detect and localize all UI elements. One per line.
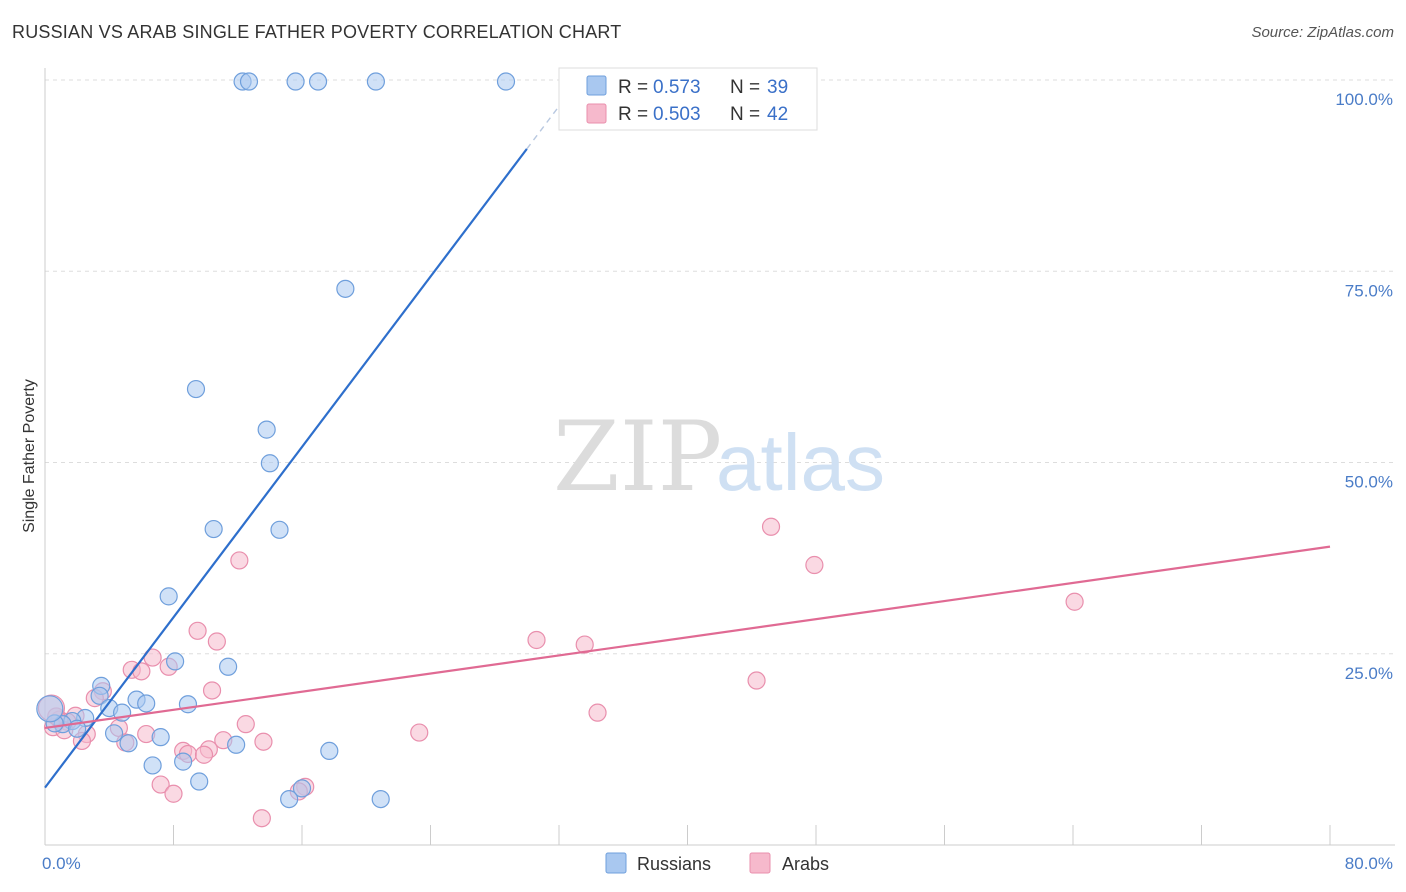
y-tick-label-25: 25.0% (1345, 664, 1393, 683)
point-arabs-34 (151, 775, 170, 794)
point-arabs-16 (588, 703, 607, 722)
point-russians-19 (178, 695, 198, 714)
point-arabs-4 (188, 621, 207, 640)
point-arabs-20 (236, 715, 255, 734)
point-russians-6 (336, 279, 355, 298)
point-russians-27 (104, 724, 124, 743)
point-russians-16 (90, 686, 109, 705)
trendline-russians (44, 148, 528, 789)
point-russians-29 (119, 734, 138, 753)
point-russians-7 (186, 379, 206, 399)
point-arabs-2 (805, 555, 824, 575)
point-arabs-32 (194, 745, 214, 764)
point-russians-37 (371, 789, 390, 809)
point-arabs-6 (207, 632, 226, 651)
bottom-legend: Russians Arabs (605, 852, 829, 874)
x-tick-label-max: 80.0% (1345, 854, 1393, 873)
point-arabs-11 (132, 662, 151, 681)
series-russians-points (36, 72, 516, 809)
watermark: ZIP atlas (553, 401, 885, 513)
watermark-atlas: atlas (716, 418, 885, 507)
point-russians-11 (270, 520, 289, 539)
point-russians-30 (227, 735, 246, 754)
point-arabs-0 (761, 517, 781, 536)
point-russians-9 (260, 454, 279, 473)
point-arabs-1 (230, 551, 249, 570)
legend: R = 0.573 N = 39 R = 0.503 N = 42 (558, 67, 818, 131)
point-russians-2 (286, 72, 305, 91)
point-russians-36 (280, 789, 299, 809)
point-arabs-5 (527, 630, 546, 650)
bottom-legend-swatch-arabs (749, 852, 771, 874)
point-russians-33 (143, 756, 162, 775)
legend-r-value-1: 0.573 (653, 77, 701, 98)
point-russians-4 (366, 72, 385, 91)
point-russians-14 (219, 657, 238, 676)
legend-n-label-2: N = (730, 104, 760, 125)
point-arabs-38 (252, 809, 271, 828)
point-arabs-35 (164, 784, 183, 803)
gridlines (45, 79, 1395, 655)
point-russians-34 (190, 772, 209, 791)
legend-r-label-2: R = (618, 104, 648, 125)
legend-n-label-1: N = (730, 77, 760, 98)
y-tick-label-100: 100.0% (1335, 90, 1393, 109)
point-russians-38 (36, 695, 64, 723)
y-axis-label: Single Father Poverty (21, 379, 38, 533)
point-russians-28 (151, 728, 170, 747)
point-arabs-22 (410, 723, 429, 742)
point-arabs-7 (575, 635, 594, 654)
point-arabs-12 (747, 671, 766, 690)
chart-title: RUSSIAN VS ARAB SINGLE FATHER POVERTY CO… (12, 22, 622, 42)
y-tick-label-50: 50.0% (1345, 473, 1393, 492)
point-russians-31 (320, 741, 339, 761)
point-arabs-28 (254, 732, 273, 751)
legend-r-label-1: R = (618, 77, 648, 98)
point-russians-8 (257, 420, 276, 439)
point-russians-35 (292, 779, 312, 798)
legend-n-value-2: 42 (767, 104, 788, 125)
point-russians-32 (174, 752, 193, 771)
trendline-arabs (44, 545, 1331, 730)
y-tick-label-75: 75.0% (1345, 281, 1393, 300)
legend-swatch-arabs (586, 103, 607, 124)
point-russians-1 (239, 72, 259, 91)
legend-swatch-russians (586, 75, 607, 96)
point-russians-18 (137, 694, 156, 713)
x-tick-labels: 0.0% 80.0% (42, 854, 1393, 873)
x-tick-label-min: 0.0% (42, 854, 81, 873)
point-arabs-3 (1065, 592, 1084, 611)
legend-n-value-1: 39 (767, 77, 788, 98)
watermark-zip: ZIP (553, 401, 722, 513)
y-tick-labels: 100.0% 75.0% 50.0% 25.0% (1335, 90, 1393, 683)
bottom-legend-swatch-russians (605, 852, 627, 874)
point-russians-10 (204, 519, 223, 539)
point-russians-5 (496, 72, 516, 91)
bottom-legend-arabs: Arabs (782, 854, 829, 874)
point-arabs-13 (202, 681, 222, 700)
point-russians-13 (166, 652, 185, 671)
chart-source: Source: ZipAtlas.com (1251, 24, 1394, 41)
point-russians-3 (308, 72, 328, 91)
legend-r-value-2: 0.503 (653, 104, 701, 125)
point-russians-12 (159, 587, 178, 606)
bottom-legend-russians: Russians (637, 854, 711, 874)
